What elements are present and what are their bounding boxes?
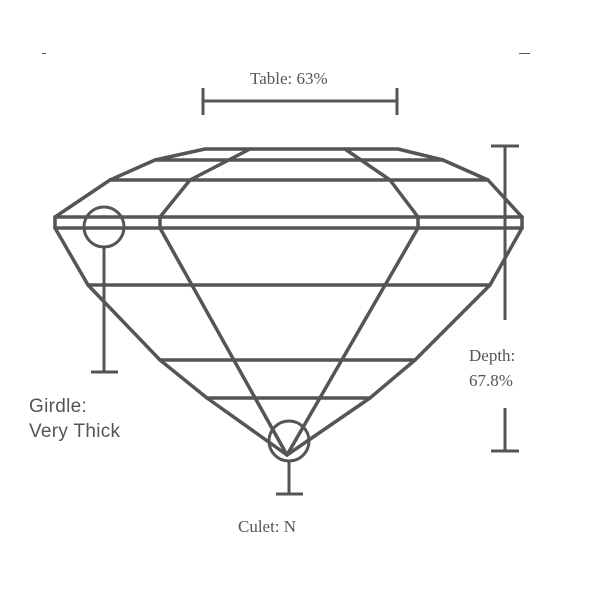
depth-label-title: Depth: [469,346,516,365]
girdle-label-title: Girdle: [29,396,88,417]
culet-label: Culet: N [238,517,297,536]
depth-label: Depth: 67.8% [469,343,515,393]
corner-mark-right [519,53,530,54]
pavilion-facet-left [158,215,289,457]
pavilion-facet-right [285,215,420,457]
girdle-label-value: Very Thick [29,421,121,442]
table-facet-left [158,147,252,219]
corner-mark-left [42,53,46,54]
crown-outline [53,147,524,219]
depth-label-value: 67.8% [469,371,513,390]
girdle-label: Girdle: Very Thick [29,394,120,444]
table-facet-right [343,147,420,219]
table-label: Table: 63% [250,69,328,88]
